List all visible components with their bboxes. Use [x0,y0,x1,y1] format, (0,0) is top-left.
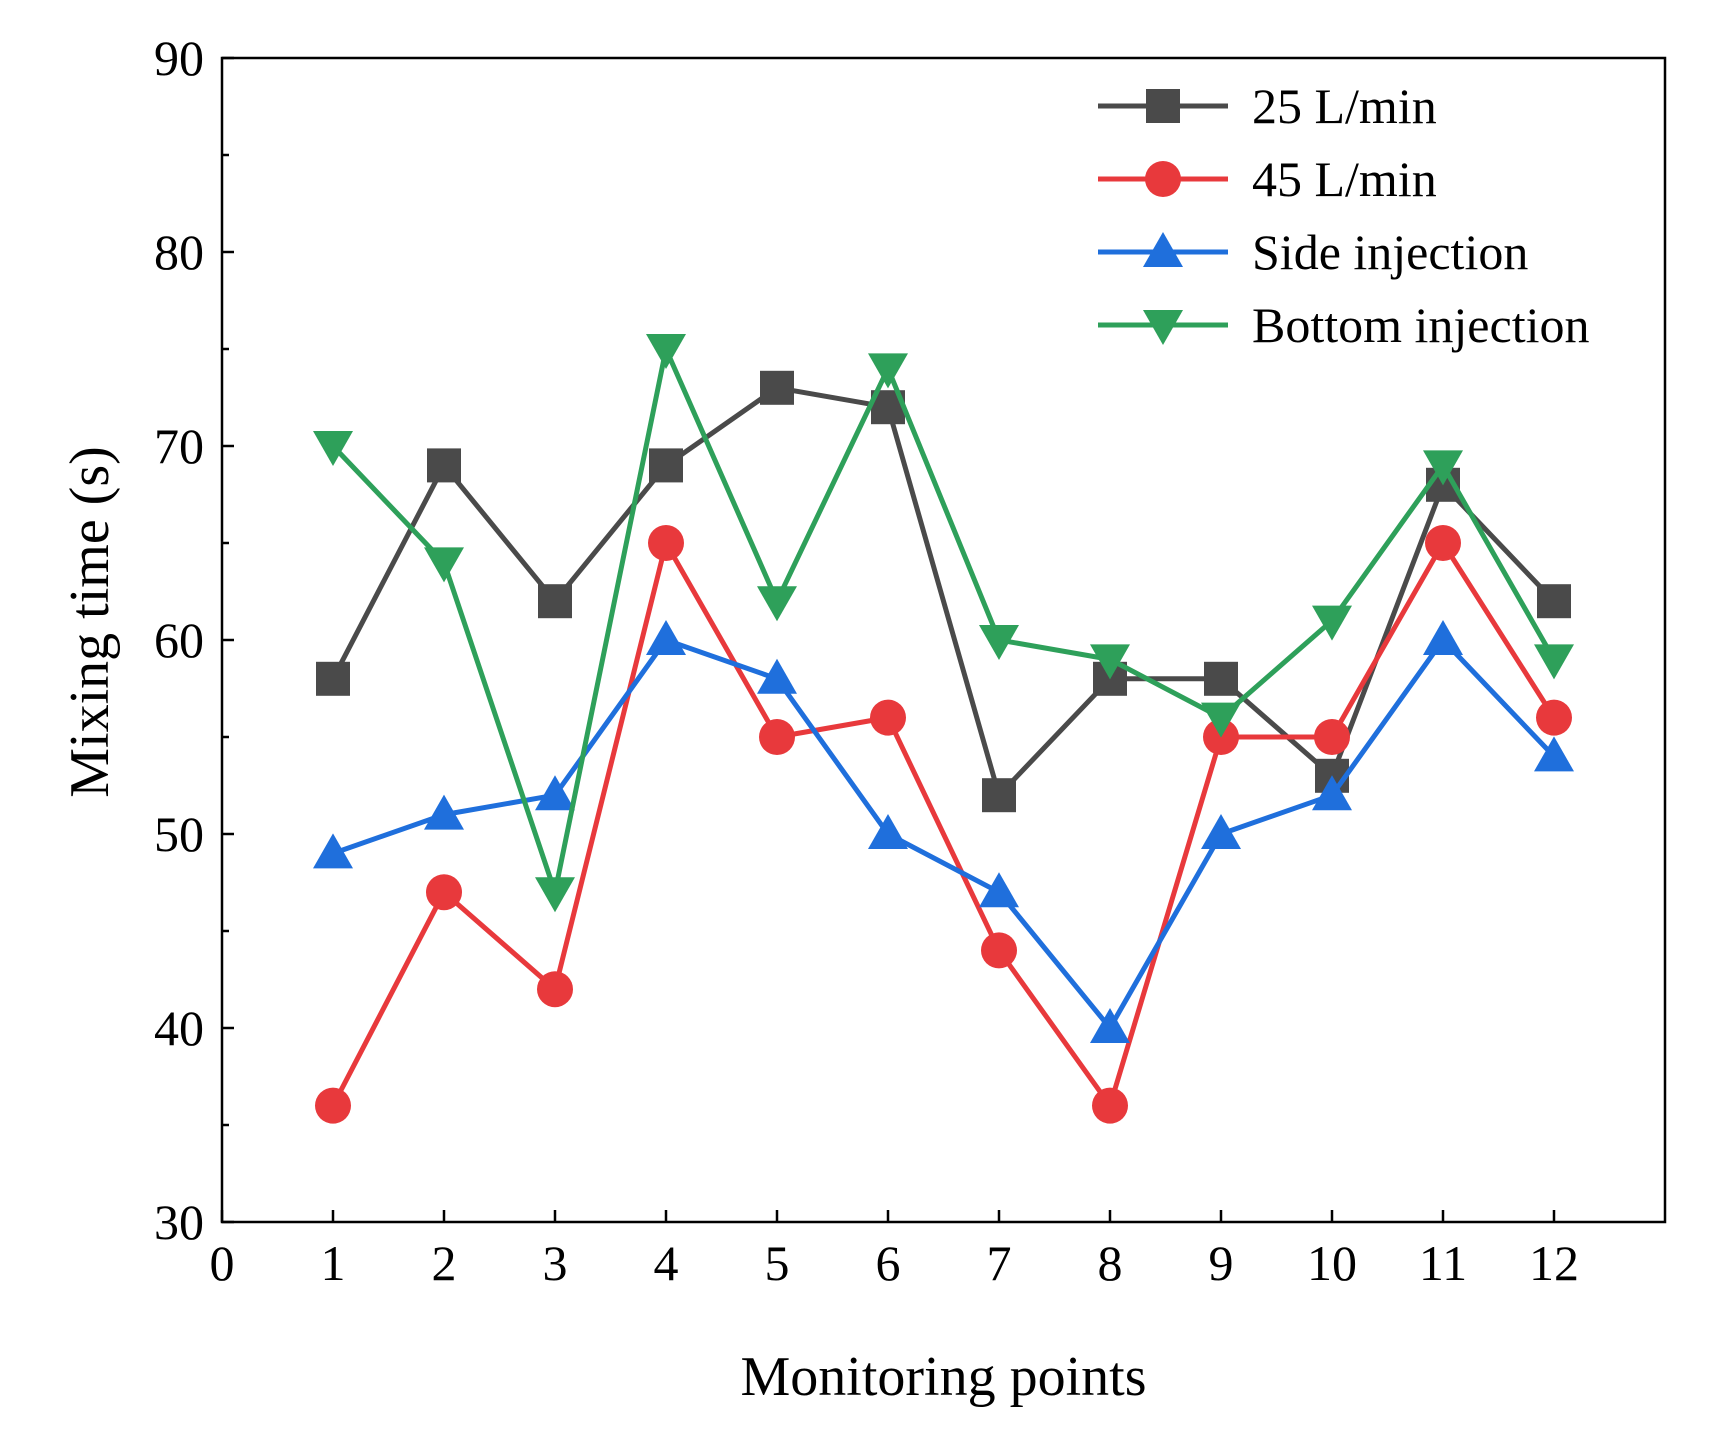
data-point [1090,1008,1130,1043]
data-point [646,620,686,655]
data-point [1423,620,1463,655]
series-1 [315,525,1572,1124]
legend-item: 25 L/min [1098,78,1437,134]
series-layer [313,334,1574,1124]
data-point [649,448,683,483]
series-line [332,637,1556,1031]
x-axis: 0 1 2 3 4 5 6 7 8 9 10 11 12 [210,1210,1579,1291]
data-point [316,661,350,696]
data-point [868,814,908,849]
data-point [982,778,1016,813]
data-point [535,877,575,913]
data-point [759,719,795,755]
series-2 [313,620,1574,1043]
x-tick-label: 9 [1209,1235,1234,1291]
legend-marker [1146,89,1180,123]
data-point [979,872,1019,908]
series-line [330,540,1557,1109]
data-point [1425,525,1461,561]
legend-marker [1145,161,1181,197]
data-point [1536,699,1572,736]
legend-item: Bottom injection [1098,297,1589,353]
x-axis-title: Monitoring points [740,1346,1146,1408]
y-tick-label: 40 [154,1000,204,1056]
series-3 [313,334,1574,913]
legend-item: Side injection [1098,224,1528,280]
data-point [538,584,572,619]
data-point [1201,814,1241,849]
legend-marker [1143,232,1183,267]
data-point [646,334,686,369]
x-tick-label: 7 [987,1235,1012,1291]
x-tick-label: 8 [1098,1235,1123,1291]
legend-label: Bottom injection [1252,297,1589,353]
x-tick-label: 2 [432,1235,457,1291]
series-line [330,385,1556,798]
y-tick-label: 50 [154,806,204,862]
x-tick-label: 6 [876,1235,901,1291]
data-point [1092,1087,1128,1124]
data-point [1423,450,1463,486]
x-tick-label: 3 [543,1235,568,1291]
y-tick-label: 30 [154,1194,204,1250]
data-point [427,448,461,483]
data-point [757,586,797,622]
legend-label: Side injection [1252,224,1528,280]
y-axis-title: Mixing time (s) [59,446,121,798]
data-point [1534,644,1574,680]
data-point [1312,775,1352,811]
y-tick-label: 90 [154,30,204,86]
data-point [757,658,797,694]
data-point [648,525,684,561]
data-point [424,547,464,583]
data-point [1314,719,1350,755]
data-point [424,794,464,830]
data-point [868,353,908,389]
legend-item: 45 L/min [1098,151,1437,207]
data-point [313,431,353,466]
data-point [1537,584,1571,619]
data-point [426,874,462,911]
data-point [315,1087,351,1124]
x-tick-label: 1 [321,1235,346,1291]
data-point [760,370,794,405]
legend-label: 45 L/min [1252,151,1437,207]
y-tick-label: 60 [154,612,204,668]
legend-marker [1143,310,1183,345]
data-point [979,625,1019,660]
data-point [1312,605,1352,641]
legend: 25 L/min 45 L/min Side injection Bottom inj… [1098,78,1589,353]
y-tick-label: 80 [154,224,204,280]
y-tick-label: 70 [154,418,204,474]
data-point [870,699,906,736]
data-point [537,971,573,1008]
x-tick-label: 4 [654,1235,679,1291]
data-point [1534,736,1574,772]
legend-label: 25 L/min [1252,78,1437,134]
x-tick-label: 0 [210,1235,235,1291]
x-tick-label: 10 [1307,1235,1357,1291]
data-point [1090,644,1130,680]
data-point [981,932,1017,969]
x-tick-label: 12 [1529,1235,1579,1291]
data-point [1201,702,1241,738]
data-point [1204,661,1238,696]
x-tick-label: 11 [1419,1235,1467,1291]
data-point [313,833,353,869]
y-axis: 30 40 50 60 70 80 90 [154,30,234,1250]
x-tick-label: 5 [765,1235,790,1291]
series-line [331,346,1557,895]
data-point [535,775,575,811]
